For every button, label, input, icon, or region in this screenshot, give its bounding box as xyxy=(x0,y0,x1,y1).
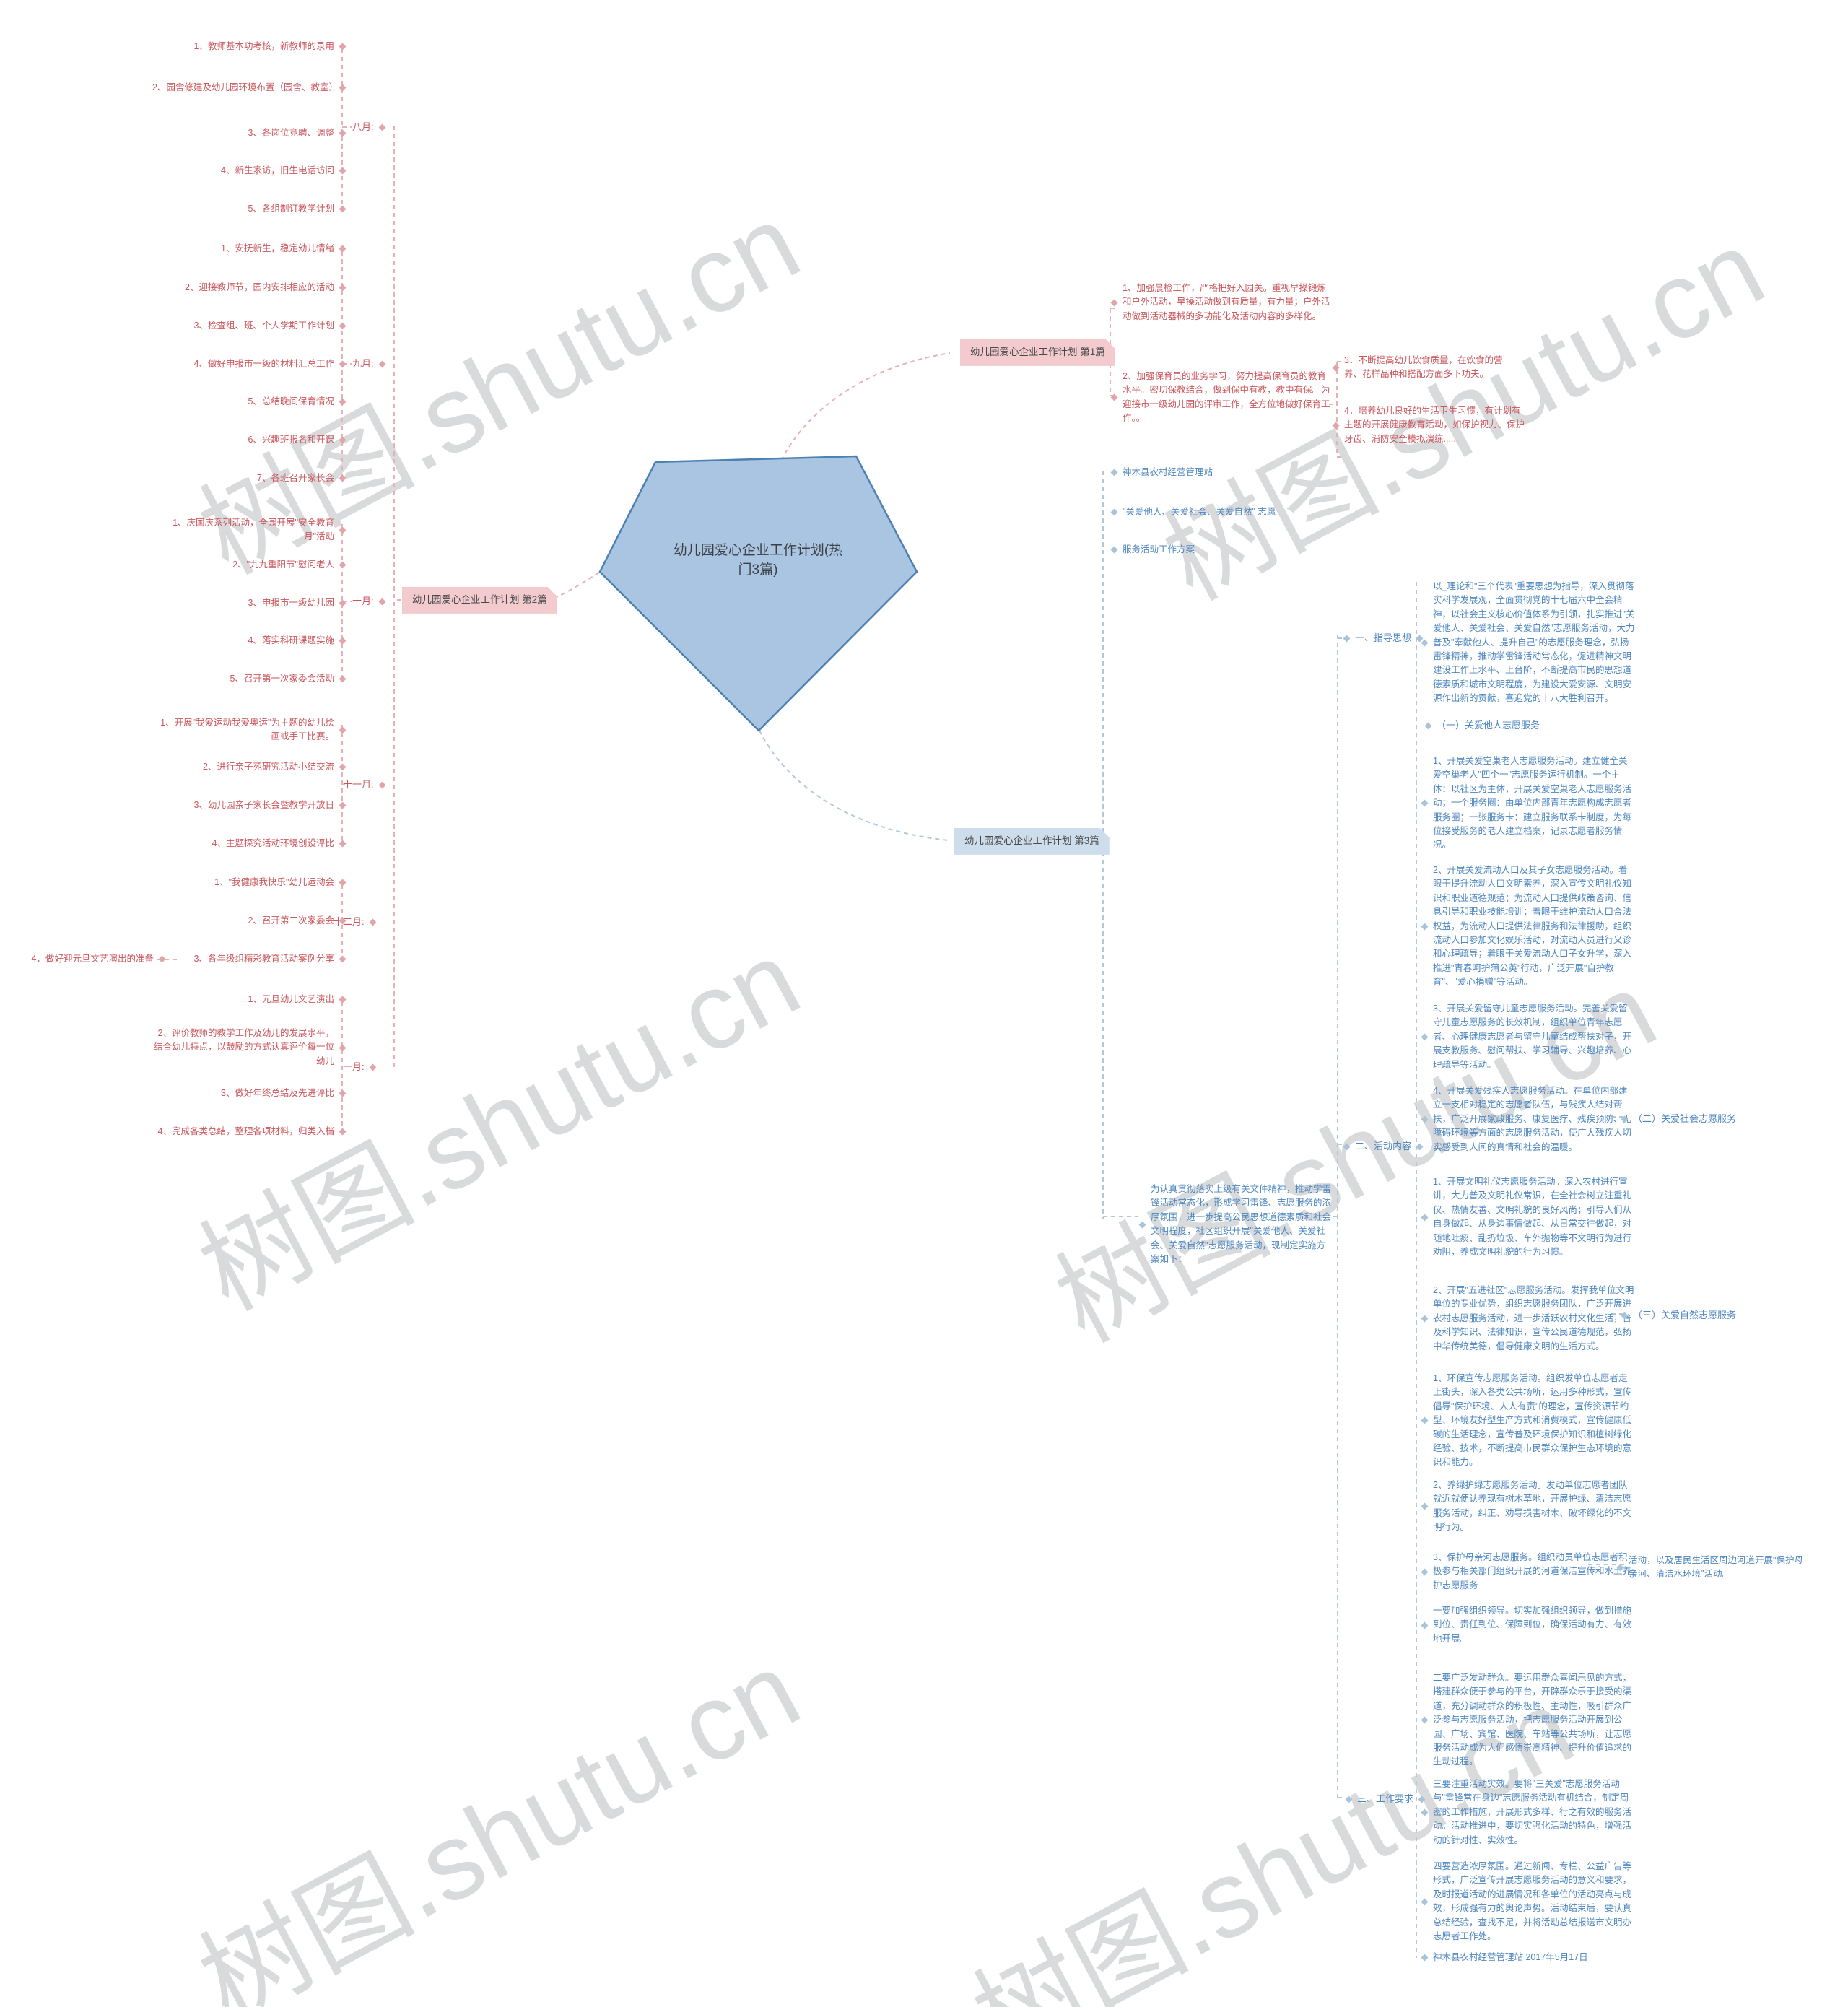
month-january[interactable]: 一月: xyxy=(343,1060,365,1074)
task-item[interactable]: 6、兴趣班报名和开课 xyxy=(248,433,334,447)
task-item[interactable]: 1、元旦幼儿文艺演出 xyxy=(248,993,334,1006)
task-item[interactable]: 2、养绿护绿志愿服务活动。发动单位志愿者团队就近就便认养现有树木草地，开展护绿、… xyxy=(1433,1479,1635,1535)
task-item[interactable]: 1、"我健康我快乐"幼儿运动会 xyxy=(214,876,334,889)
section-guiding-ideology[interactable]: 一、指导思想 xyxy=(1355,631,1411,645)
task-item[interactable]: 2、开展关爱流动人口及其子女志愿服务活动。着眼于提升流动人口文明素养，深入宣传文… xyxy=(1433,863,1635,989)
task-item[interactable]: 3、开展关爱留守儿童志愿服务活动。完善关爱留守儿童志愿服务的长效机制，组织单位青… xyxy=(1433,1002,1635,1072)
note-item[interactable]: 服务活动工作方案 xyxy=(1123,543,1195,557)
task-item[interactable]: 4、主题探究活动环境创设评比 xyxy=(212,837,334,850)
note-item[interactable]: 神木县农村经营管理站 xyxy=(1123,466,1213,479)
requirement-item[interactable]: 二要广泛发动群众。要运用群众喜闻乐见的方式，搭建群众便于参与的平台，开辟群众乐于… xyxy=(1433,1671,1635,1769)
task-item[interactable]: 4、做好申报市一级的材料汇总工作 xyxy=(194,357,334,371)
task-item[interactable]: 3、申报市一级幼儿园 xyxy=(248,596,334,610)
requirement-item[interactable]: 一要加强组织领导。切实加强组织领导，做到措施到位、责任到位、保障到位，确保活动有… xyxy=(1433,1604,1635,1646)
central-topic[interactable]: 幼儿园爱心企业工作计划(热门3篇) xyxy=(673,543,843,578)
note-item[interactable]: "关爱他人、关爱社会、关爱自然" 志愿 xyxy=(1123,505,1276,519)
task-item[interactable]: 2、"九九重阳节"慰问老人 xyxy=(232,558,334,572)
task-item[interactable]: 3、保护母亲河志愿服务。组织动员单位志愿者积极参与相关部门组织开展的河道保洁宣传… xyxy=(1433,1551,1635,1593)
month-november[interactable]: 十一月: xyxy=(343,778,374,792)
section-activity-content[interactable]: 二、活动内容 xyxy=(1355,1139,1411,1154)
continuation-note[interactable]: 活动，以及居民生活区周边河道开展"保护母亲河、清洁水环境"活动。 xyxy=(1629,1554,1808,1582)
task-item[interactable]: 3．不断提高幼儿饮食质量，在饮食的营养、花样品种和搭配方面多下功夫。 xyxy=(1344,354,1517,382)
task-item[interactable]: 3、幼儿园亲子家长会暨教学开放日 xyxy=(194,798,334,812)
requirement-item[interactable]: 三要注重活动实效。要将"三关爱"志愿服务活动与"雷锋常在身边"志愿服务活动有机结… xyxy=(1433,1777,1635,1847)
task-item[interactable]: 3、做好年终总结及先进评比 xyxy=(221,1087,334,1100)
signature-date[interactable]: 神木县农村经营管理站 2017年5月17日 xyxy=(1433,1951,1588,1964)
task-item[interactable]: 7、各班召开家长会 xyxy=(257,471,334,485)
section-work-requirements[interactable]: 三、工作要求 xyxy=(1357,1792,1413,1806)
task-item[interactable]: 2、加强保育员的业务学习，努力提高保育员的教育水平。密切保教结合，做到保中有教，… xyxy=(1123,370,1330,426)
task-item[interactable]: 1、开展"我爱运动我爱奥运"为主题的幼儿绘画或手工比赛。 xyxy=(155,716,334,744)
task-item[interactable]: 1、庆国庆系列活动，全园开展"安全教育月"活动 xyxy=(152,516,334,544)
task-item[interactable]: 3、各岗位竞聘、调整 xyxy=(248,126,334,140)
task-item[interactable]: 2、园舍修建及幼儿园环境布置（园舍、教室） xyxy=(152,81,338,95)
task-item[interactable]: 1、安抚新生，稳定幼儿情绪 xyxy=(221,242,334,256)
task-item[interactable]: 5、召开第一次家委会活动 xyxy=(230,672,334,686)
task-item[interactable]: 5、各组制订教学计划 xyxy=(248,202,334,216)
month-september[interactable]: 九月: xyxy=(352,357,374,371)
task-item[interactable]: 1、开展关爱空巢老人志愿服务活动。建立健全关爱空巢老人"四个一"志愿服务运行机制… xyxy=(1433,754,1635,853)
task-item[interactable]: 4、落实科研课题实施 xyxy=(248,634,334,648)
task-item[interactable]: 1、加强晨检工作，严格把好入园关。重视早操锻炼和户外活动，早操活动做到有质量，有… xyxy=(1123,282,1330,323)
task-item[interactable]: 4．培养幼儿良好的生活卫生习惯，有计划有主题的开展健康教育活动，如保护视力、保护… xyxy=(1344,404,1526,446)
month-october[interactable]: 十月: xyxy=(352,594,374,609)
task-item[interactable]: 1、开展文明礼仪志愿服务活动。深入农村进行宣讲，大力普及文明礼仪常识，在全社会树… xyxy=(1433,1175,1635,1259)
task-item[interactable]: 4、开展关爱残疾人志愿服务活动。在单位内部建立一支相对稳定的志愿者队伍，与残疾人… xyxy=(1433,1084,1635,1154)
task-item[interactable]: 2、开展"五进社区"志愿服务活动。发挥我单位文明单位的专业优势，组织志愿服务团队… xyxy=(1433,1284,1635,1354)
task-item[interactable]: 1、环保宣传志愿服务活动。组织发单位志愿者走上街头，深入各类公共场所，运用多种形… xyxy=(1433,1372,1635,1470)
group-care-for-nature[interactable]: （三）关爱自然志愿服务 xyxy=(1633,1308,1736,1323)
task-item[interactable]: 2、评价教师的教学工作及幼儿的发展水平，结合幼儿特点，以鼓励的方式认真评价每一位… xyxy=(150,1027,334,1068)
section-paragraph[interactable]: 以_理论和"三个代表"重要思想为指导，深入贯彻落实科学发展观，全面贯彻党的十七届… xyxy=(1433,580,1635,705)
month-december[interactable]: 十二月: xyxy=(334,915,365,929)
branch-label-part3[interactable]: 幼儿园爱心企业工作计划 第3篇 xyxy=(954,828,1110,855)
task-item[interactable]: 3、各年级组精彩教育活动案例分享 xyxy=(194,952,334,966)
task-item[interactable]: 5、总结晚间保育情况 xyxy=(248,395,334,409)
month-august[interactable]: 八月: xyxy=(352,120,374,134)
task-item[interactable]: 4、完成各类总结，整理各项材料，归类入档 xyxy=(158,1125,334,1139)
task-item[interactable]: 1、教师基本功考核，新教师的录用 xyxy=(194,40,334,53)
branch-label-part1[interactable]: 幼儿园爱心企业工作计划 第1篇 xyxy=(960,339,1115,366)
task-item[interactable]: 4、新生家访，旧生电话访问 xyxy=(221,164,334,178)
task-item[interactable]: 2、迎接教师节，园内安排相应的活动 xyxy=(185,281,334,295)
requirement-item[interactable]: 四要营造浓厚氛围。通过新闻、专栏、公益广告等形式，广泛宣传开展志愿服务活动的意义… xyxy=(1433,1860,1635,1943)
central-topic-shape xyxy=(598,455,918,732)
task-item[interactable]: 3、检查组、班、个人学期工作计划 xyxy=(194,319,334,333)
group-care-for-society[interactable]: （二）关爱社会志愿服务 xyxy=(1633,1112,1736,1126)
task-item[interactable]: 2、进行亲子苑研究活动小结交流 xyxy=(203,760,334,774)
group-care-for-others[interactable]: （一）关爱他人志愿服务 xyxy=(1437,718,1540,733)
task-item[interactable]: 2、召开第二次家委会 xyxy=(248,914,334,928)
branch-label-part2[interactable]: 幼儿园爱心企业工作计划 第2篇 xyxy=(402,587,557,614)
intro-paragraph[interactable]: 为认真贯彻落实上级有关文件精神，推动学雷锋活动常态化，形成学习雷锋、志愿服务的浓… xyxy=(1151,1183,1331,1266)
task-item[interactable]: 4．做好迎元旦文艺演出的准备 xyxy=(32,952,154,966)
